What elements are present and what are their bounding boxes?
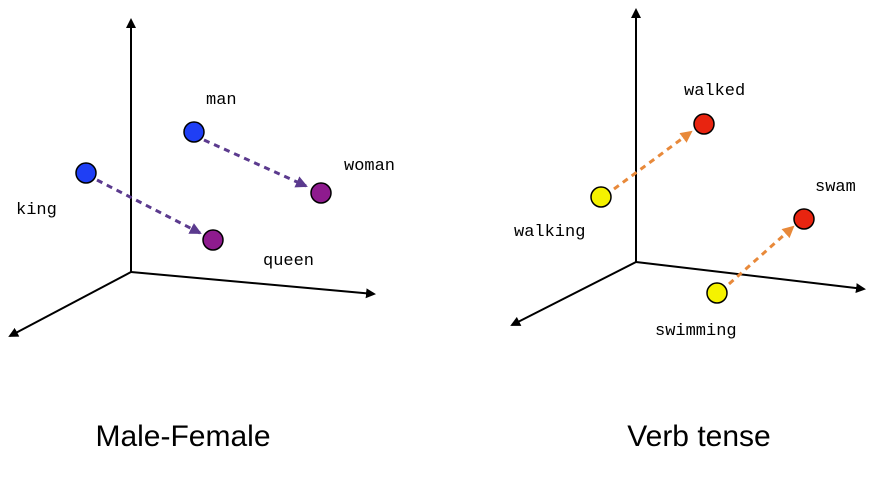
axis-depth	[510, 261, 637, 326]
point-queen	[202, 229, 224, 251]
point-swimming	[706, 282, 728, 304]
arrow-walking-to-walked	[613, 130, 693, 191]
point-walking	[590, 186, 612, 208]
point-swam	[793, 208, 815, 230]
label-queen: queen	[263, 252, 314, 271]
panel-verb-tense: walking walked swimming swam	[510, 8, 866, 341]
label-walked: walked	[684, 82, 745, 101]
arrow-swimming-to-swam	[728, 225, 795, 286]
label-swam: swam	[815, 178, 856, 197]
arrow-king-to-queen	[96, 178, 202, 235]
caption-male-female: Male-Female	[95, 420, 271, 453]
label-man: man	[206, 91, 237, 110]
label-king: king	[16, 201, 57, 220]
label-walking: walking	[514, 223, 585, 242]
point-woman	[310, 182, 332, 204]
label-swimming: swimming	[655, 322, 737, 341]
axis-depth	[8, 271, 132, 337]
axes-male-female	[8, 18, 376, 337]
axis-horizontal	[130, 271, 376, 299]
arrow-man-to-woman	[203, 138, 308, 188]
label-woman: woman	[344, 157, 395, 176]
point-man	[183, 121, 205, 143]
axes-verb-tense	[510, 8, 866, 326]
axis-horizontal	[635, 261, 866, 294]
point-walked	[693, 113, 715, 135]
point-king	[75, 162, 97, 184]
caption-verb-tense: Verb tense	[627, 420, 771, 453]
panel-male-female: man woman king queen	[8, 18, 395, 337]
